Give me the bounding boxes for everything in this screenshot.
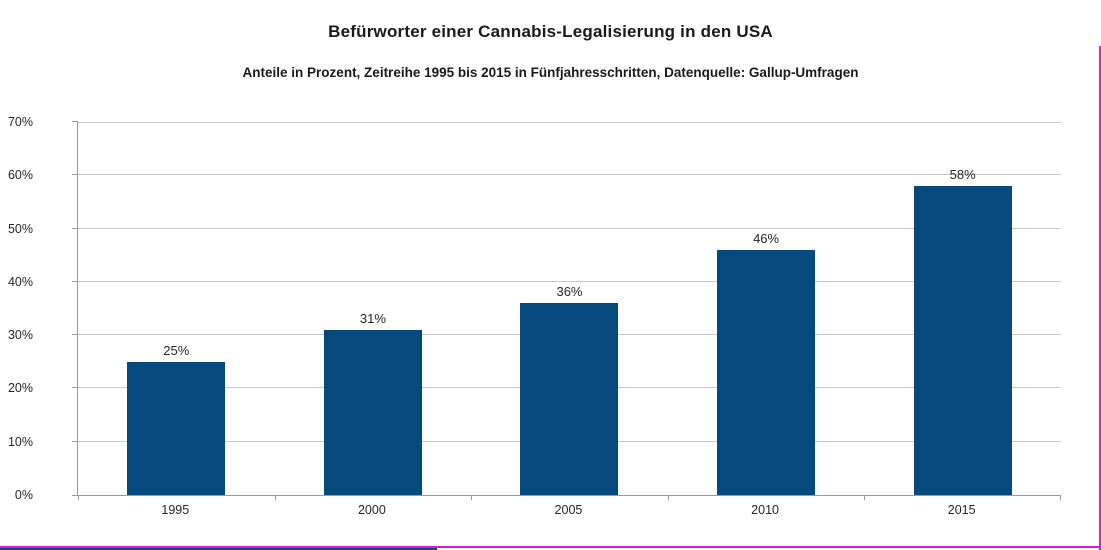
chart-title: Befürworter einer Cannabis-Legalisierung…	[328, 22, 773, 41]
bar-2015	[913, 185, 1012, 495]
category-cell-2005: 36%	[471, 122, 668, 495]
category-cell-2015: 58%	[864, 122, 1061, 495]
bar-value-label-2010: 46%	[753, 230, 780, 246]
plot-area: 25% 31% 36% 46% 58%	[72, 121, 1061, 500]
x-tick-2	[471, 496, 473, 500]
y-tick-20	[72, 387, 78, 389]
y-tick-70	[72, 121, 78, 122]
category-cell-1995: 25%	[78, 122, 275, 495]
y-axis-label-20: 20%	[7, 381, 33, 396]
x-tick-5	[1060, 496, 1061, 500]
bar-2005	[520, 303, 619, 495]
x-tick-1	[274, 496, 276, 500]
gridline-70	[78, 122, 1061, 123]
y-tick-10	[72, 440, 78, 442]
bar-series: 25% 31% 36% 46% 58%	[78, 122, 1061, 495]
chart-subtitle: Anteile in Prozent, Zeitreihe 1995 bis 2…	[242, 65, 859, 80]
frame-border-right	[1099, 46, 1101, 550]
bottom-navy-strip	[0, 548, 437, 550]
y-axis-label-50: 50%	[7, 221, 33, 236]
y-axis-label-70: 70%	[7, 115, 33, 129]
gridline-50	[78, 227, 1061, 229]
category-cell-2010: 46%	[668, 122, 865, 495]
x-tick-3	[667, 496, 669, 500]
x-axis-label-1995: 1995	[161, 503, 190, 517]
x-axis-labels: 1995 2000 2005 2010 2015	[77, 503, 1060, 517]
y-axis-label-10: 10%	[7, 434, 33, 449]
y-axis-label-0: 0%	[14, 488, 33, 502]
y-axis-label-30: 30%	[7, 328, 33, 343]
y-axis-label-60: 60%	[7, 168, 33, 183]
y-tick-30	[72, 334, 78, 336]
y-tick-50	[72, 227, 78, 229]
bar-value-label-2005: 36%	[556, 284, 583, 300]
bar-2000	[323, 329, 422, 495]
x-axis-label-2000: 2000	[357, 503, 386, 517]
bar-2010	[717, 249, 816, 495]
y-tick-0	[72, 495, 78, 496]
x-axis-label-2015: 2015	[947, 503, 976, 517]
bar-1995	[127, 361, 226, 495]
x-tick-0	[78, 496, 79, 500]
bar-value-label-2015: 58%	[949, 166, 976, 182]
bar-value-label-2000: 31%	[359, 310, 386, 326]
y-axis-label-40: 40%	[7, 274, 33, 289]
frame-border-bottom	[0, 546, 1101, 548]
bar-value-label-1995: 25%	[163, 342, 190, 358]
x-axis-label-2005: 2005	[554, 503, 583, 517]
x-axis-label-2010: 2010	[751, 503, 779, 517]
gridline-40	[78, 280, 1061, 282]
x-tick-4	[864, 496, 866, 500]
y-tick-40	[72, 280, 78, 282]
y-tick-60	[72, 174, 78, 176]
category-cell-2000: 31%	[275, 122, 472, 495]
gridline-60	[78, 174, 1061, 176]
